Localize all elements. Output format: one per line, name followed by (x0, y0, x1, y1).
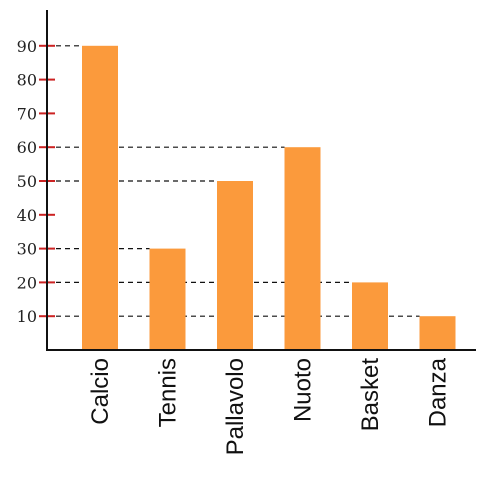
category-label: Danza (425, 357, 452, 427)
y-tick-label: 90 (17, 37, 37, 56)
category-label: Calcio (87, 358, 114, 425)
category-label: Tennis (155, 358, 182, 427)
bar-pallavolo (217, 181, 253, 350)
bar-calcio (82, 45, 118, 351)
category-label: Nuoto (290, 358, 317, 422)
bars (82, 45, 456, 351)
category-labels: Calcio Tennis Pallavolo Nuoto Basket Danza (87, 357, 452, 455)
y-tick-label: 40 (17, 206, 37, 225)
y-tick-label: 30 (17, 240, 37, 259)
y-tick-label: 70 (17, 104, 37, 123)
bar-danza (419, 316, 456, 350)
y-tick-label: 20 (17, 273, 37, 292)
category-label: Pallavolo (222, 358, 249, 455)
bar-basket (352, 282, 388, 350)
y-axis-ticks: 10 20 30 40 50 60 70 80 90 (17, 37, 55, 326)
y-tick-label: 10 (17, 307, 37, 326)
y-tick-label: 60 (17, 138, 37, 157)
y-tick-label: 80 (17, 71, 37, 90)
bar-nuoto (284, 147, 321, 350)
y-tick-label: 50 (17, 172, 37, 191)
category-label: Basket (357, 358, 384, 432)
bar-tennis (149, 248, 186, 350)
